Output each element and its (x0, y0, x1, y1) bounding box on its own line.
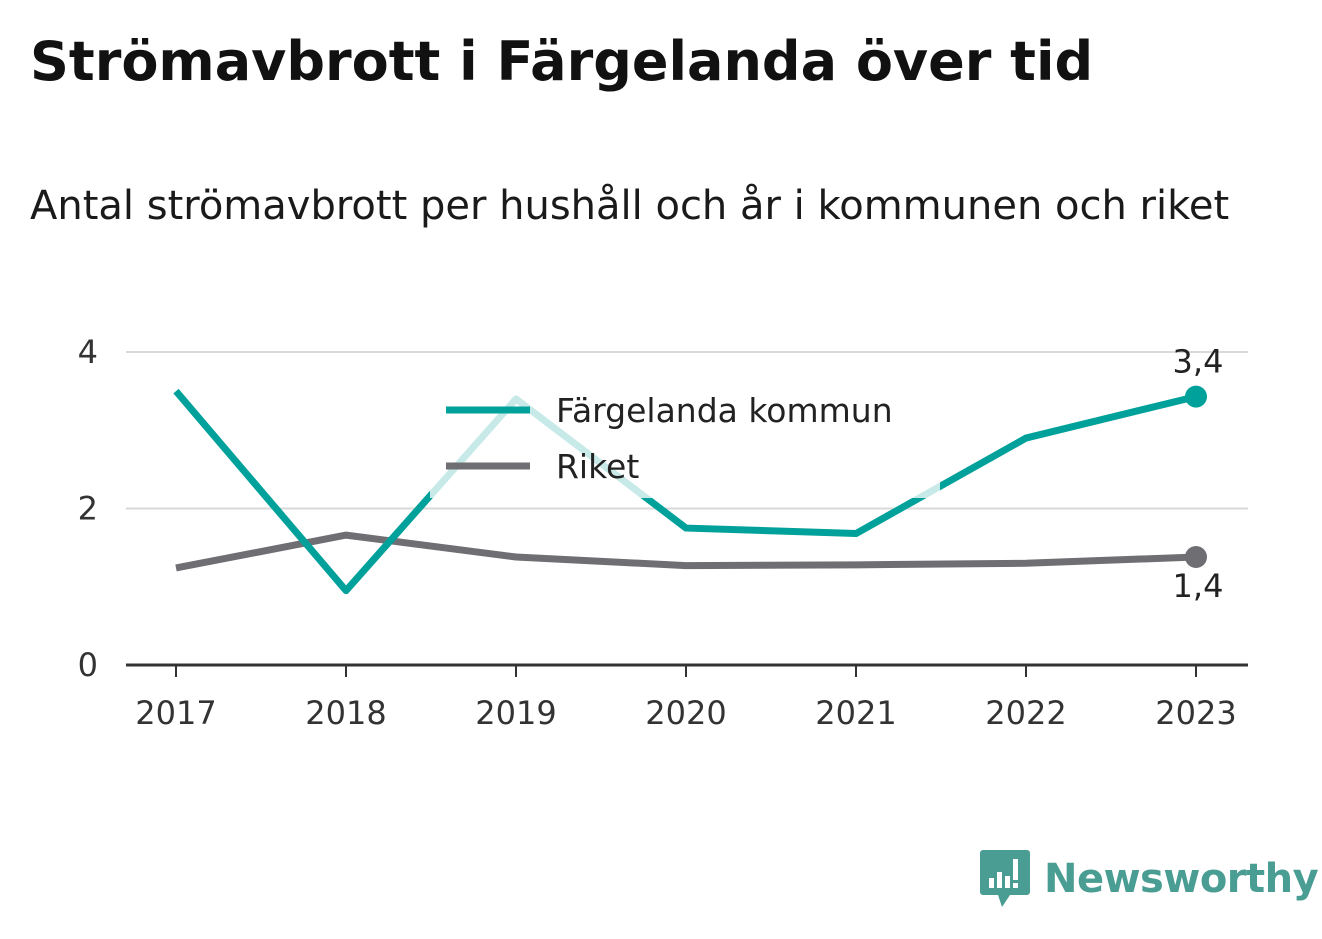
brand-logo: Newsworthy (980, 848, 1319, 910)
end-labels: 3,4 1,4 (1173, 343, 1224, 605)
legend: Färgelanda kommun Riket (430, 380, 940, 498)
series-line-fargelanda (173, 388, 1197, 595)
legend-label-fargelanda: Färgelanda kommun (556, 391, 893, 430)
series-line-riket (175, 531, 1197, 572)
y-tick-label-2: 2 (78, 490, 98, 528)
x-tick-label-2021: 2021 (815, 694, 896, 732)
data-point-fargelanda-2023 (1185, 385, 1207, 408)
series-lines (173, 385, 1207, 595)
chart-title: Strömavbrott i Färgelanda över tid (30, 30, 1094, 93)
x-tick-label-2023: 2023 (1155, 694, 1236, 732)
y-tick-label-4: 4 (78, 333, 98, 371)
legend-label-riket: Riket (556, 447, 639, 486)
x-tick-label-2020: 2020 (645, 694, 726, 732)
end-label-riket: 1,4 (1173, 567, 1224, 605)
data-point-riket-2023 (1185, 546, 1207, 569)
end-label-fargelanda: 3,4 (1173, 343, 1224, 381)
x-tick-label-2017: 2017 (135, 694, 216, 732)
legend-background (430, 380, 940, 498)
newsworthy-logo-icon (980, 850, 1030, 907)
x-tick-label-2018: 2018 (305, 694, 386, 732)
brand-name: Newsworthy (1044, 856, 1319, 902)
y-axis-ticks: 0 2 4 (78, 333, 98, 684)
x-tick-label-2022: 2022 (985, 694, 1066, 732)
y-tick-label-0: 0 (78, 646, 98, 684)
x-tick-label-2019: 2019 (475, 694, 556, 732)
chart-subtitle: Antal strömavbrott per hushåll och år i … (30, 183, 1230, 229)
gridlines (126, 351, 1248, 510)
x-axis-ticks: 2017 2018 2019 2020 2021 2022 2023 (135, 665, 1237, 732)
